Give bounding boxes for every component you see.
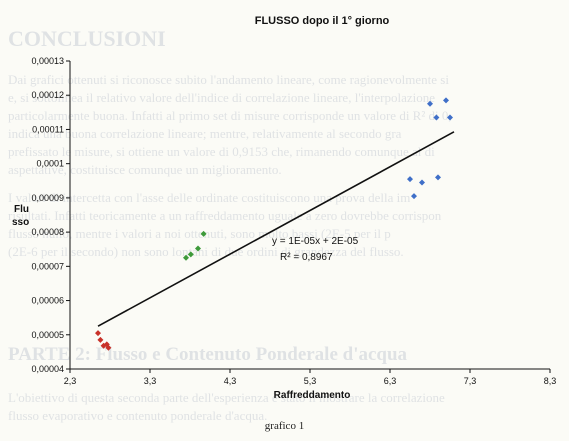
y-tick-label: 0,0001: [36, 159, 64, 169]
y-tick-label: 0,00009: [31, 193, 64, 203]
x-tick-label: 8,3: [544, 376, 557, 386]
trendline: [97, 131, 455, 327]
data-point: [183, 254, 189, 261]
chart-title: FLUSSO dopo il 1° giorno: [255, 15, 390, 27]
data-point: [97, 336, 104, 343]
data-point: [411, 193, 417, 200]
y-tick-label: 0,00007: [31, 261, 64, 271]
data-point: [433, 114, 440, 121]
data-point: [435, 174, 441, 181]
x-tick-label: 7,3: [464, 376, 477, 386]
x-tick-label: 5,3: [304, 376, 317, 386]
data-point: [419, 179, 425, 186]
y-tick-label: 0,00005: [31, 330, 64, 340]
data-point: [447, 114, 453, 121]
y-tick-label: 0,00004: [31, 364, 64, 374]
trendline-r-squared: R² = 0,8967: [280, 252, 333, 263]
chart-trendline-group: [97, 131, 455, 327]
y-axis-label-line-2: sso: [12, 217, 29, 228]
x-tick-label: 2,3: [64, 376, 77, 386]
x-axis-label: Raffreddamento: [274, 390, 351, 401]
chart-axes: [69, 61, 550, 370]
data-point: [95, 330, 101, 337]
chart-points: [95, 97, 453, 351]
y-axis-label-line-1: Flu: [14, 204, 29, 215]
y-tick-label: 0,00012: [31, 90, 64, 100]
y-tick-label: 0,00006: [31, 296, 64, 306]
x-tick-label: 4,3: [224, 376, 237, 386]
x-tick-label: 6,3: [384, 376, 397, 386]
data-point: [103, 341, 110, 348]
y-tick-label: 0,00008: [31, 227, 64, 237]
y-tick-label: 0,00011: [32, 124, 64, 134]
trendline-equation: y = 1E-05x + 2E-05: [272, 236, 359, 247]
chart-ticks: 0,00004 0,00005 0,00006 0,00007 0,00008 0,000…: [31, 56, 556, 386]
data-point: [407, 176, 413, 183]
data-point: [200, 230, 207, 237]
data-point: [187, 251, 194, 258]
figure-caption: grafico 1: [264, 420, 305, 432]
data-point: [195, 245, 201, 252]
x-tick-label: 3,3: [144, 376, 157, 386]
data-point: [427, 100, 433, 107]
y-tick-label: 0,00013: [31, 56, 64, 66]
data-point: [443, 97, 449, 104]
